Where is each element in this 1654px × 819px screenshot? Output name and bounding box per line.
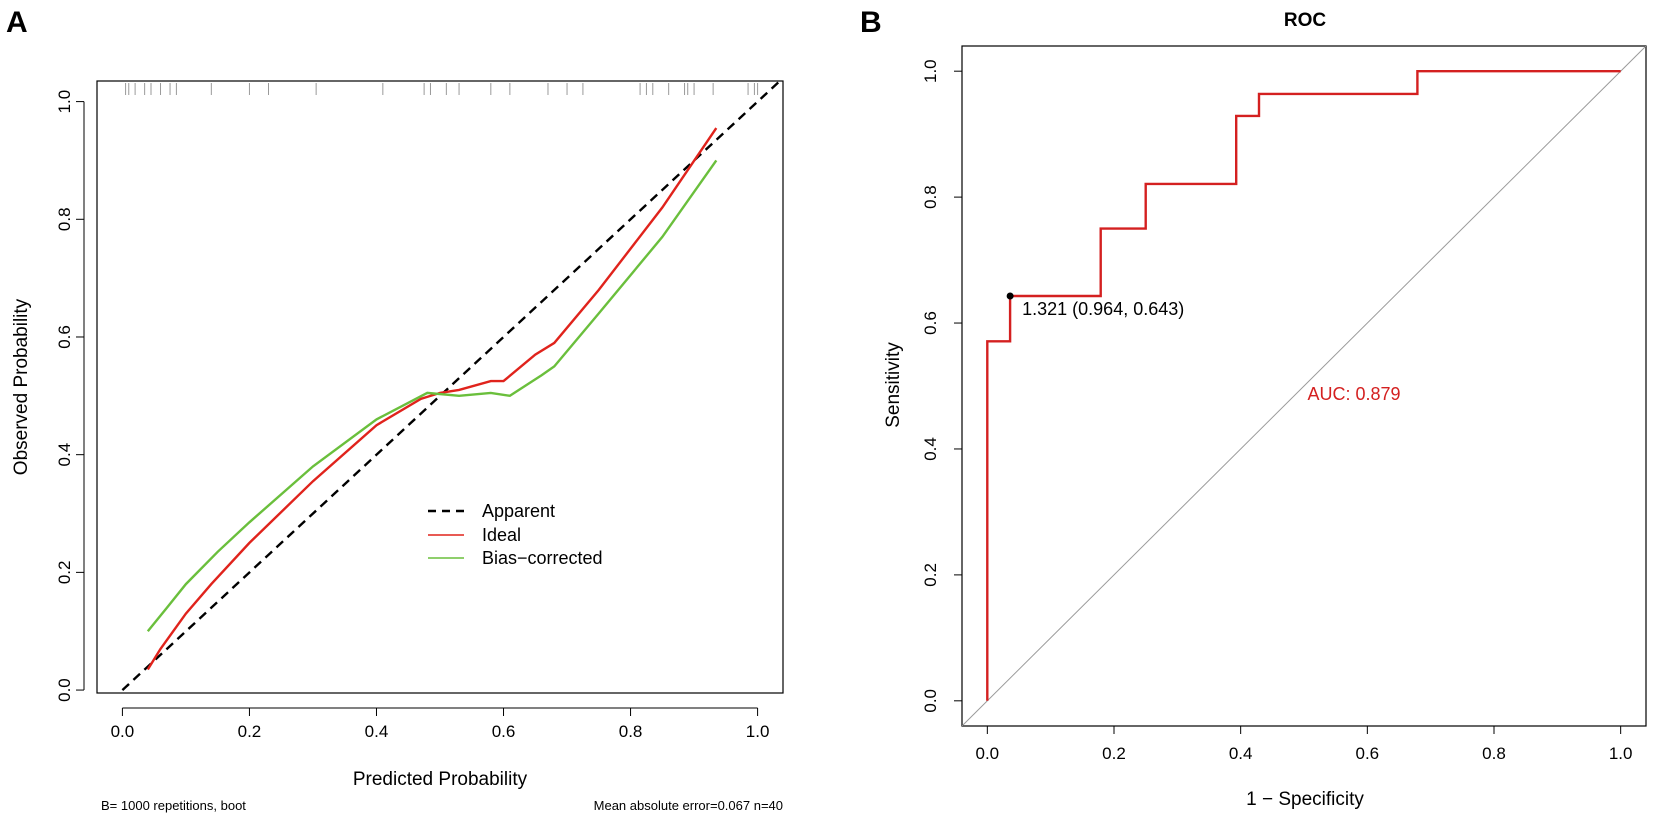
x-tick-label-a: 1.0 [746, 722, 770, 741]
x-tick-label-a: 0.8 [619, 722, 643, 741]
cutoff-annotation: 1.321 (0.964, 0.643) [1022, 299, 1184, 319]
y-tick-label-b: 0.4 [921, 437, 940, 461]
y-axis-label-b: Sensitivity [883, 342, 904, 428]
panel-letter-a: A [6, 6, 28, 39]
y-axis-b: 0.0 0.2 0.4 0.6 0.8 1.0 [921, 59, 963, 713]
x-tick-label-b: 0.8 [1482, 744, 1506, 763]
roc-title: ROC [1284, 10, 1327, 31]
x-tick-label-a: 0.2 [238, 722, 262, 741]
y-tick-label-b: 0.0 [921, 689, 940, 713]
x-tick-label-b: 0.0 [976, 744, 1000, 763]
x-tick-label-b: 0.4 [1229, 744, 1253, 763]
footnote-right: Mean absolute error=0.067 n=40 [594, 798, 783, 813]
x-tick-label-a: 0.0 [111, 722, 135, 741]
y-tick-label-a: 0.8 [55, 207, 74, 231]
calibration-panel: A 0.0 0.2 0.4 0.6 0.8 1.0 0.00.20.40.60.81.0 … [6, 6, 784, 813]
calibration-curves [121, 81, 782, 691]
x-axis-b: 0.0 0.2 0.4 0.6 0.8 1.0 [976, 725, 1633, 763]
rug-marks [125, 83, 759, 95]
y-tick-label-b: 0.2 [921, 563, 940, 587]
x-tick-label-b: 0.2 [1102, 744, 1126, 763]
x-tick-label-a: 0.6 [492, 722, 516, 741]
series-reference [962, 46, 1646, 726]
roc-curves [962, 46, 1646, 726]
x-axis-label-a: Predicted Probability [353, 769, 528, 790]
x-axis-label-b: 1 − Specificity [1246, 789, 1364, 810]
y-tick-label-a: 1.0 [55, 90, 74, 114]
legend-label-ideal: Ideal [482, 525, 521, 545]
optimal-cutoff-point [1006, 292, 1014, 300]
y-tick-label-a: 0.0 [55, 678, 74, 702]
x-axis-a: 0.0 0.2 0.4 0.6 0.8 1.0 [111, 707, 770, 741]
footnote-left: B= 1000 repetitions, boot [101, 798, 246, 813]
legend-label-bias-corrected: Bias−corrected [482, 548, 603, 568]
auc-label: AUC: 0.879 [1307, 384, 1400, 404]
series-roc-curve [986, 69, 1621, 701]
y-tick-label-b: 0.6 [921, 311, 940, 335]
x-tick-label-b: 0.6 [1356, 744, 1380, 763]
y-axis-a: 0.0 0.2 0.4 0.6 0.8 1.0 [55, 90, 85, 702]
series-bias-corrected [146, 159, 718, 632]
legend-label-apparent: Apparent [482, 501, 555, 521]
y-axis-label-a: Observed Probability [11, 298, 32, 475]
y-tick-label-a: 0.4 [55, 443, 74, 467]
panel-letter-b: B [860, 6, 882, 39]
legend-a: Apparent Ideal Bias−corrected [428, 501, 603, 568]
x-tick-label-a: 0.4 [365, 722, 389, 741]
y-tick-label-b: 1.0 [921, 59, 940, 83]
roc-panel: B ROC 0.0 0.2 0.4 0.6 0.8 1.0 0.0 0.2 0.4 0.6 0.8… [860, 6, 1647, 810]
y-tick-label-b: 0.8 [921, 185, 940, 209]
y-tick-label-a: 0.2 [55, 561, 74, 585]
series-apparent [121, 81, 782, 691]
x-tick-label-b: 1.0 [1609, 744, 1633, 763]
plot-frame-a [96, 80, 784, 694]
y-tick-label-a: 0.6 [55, 325, 74, 349]
